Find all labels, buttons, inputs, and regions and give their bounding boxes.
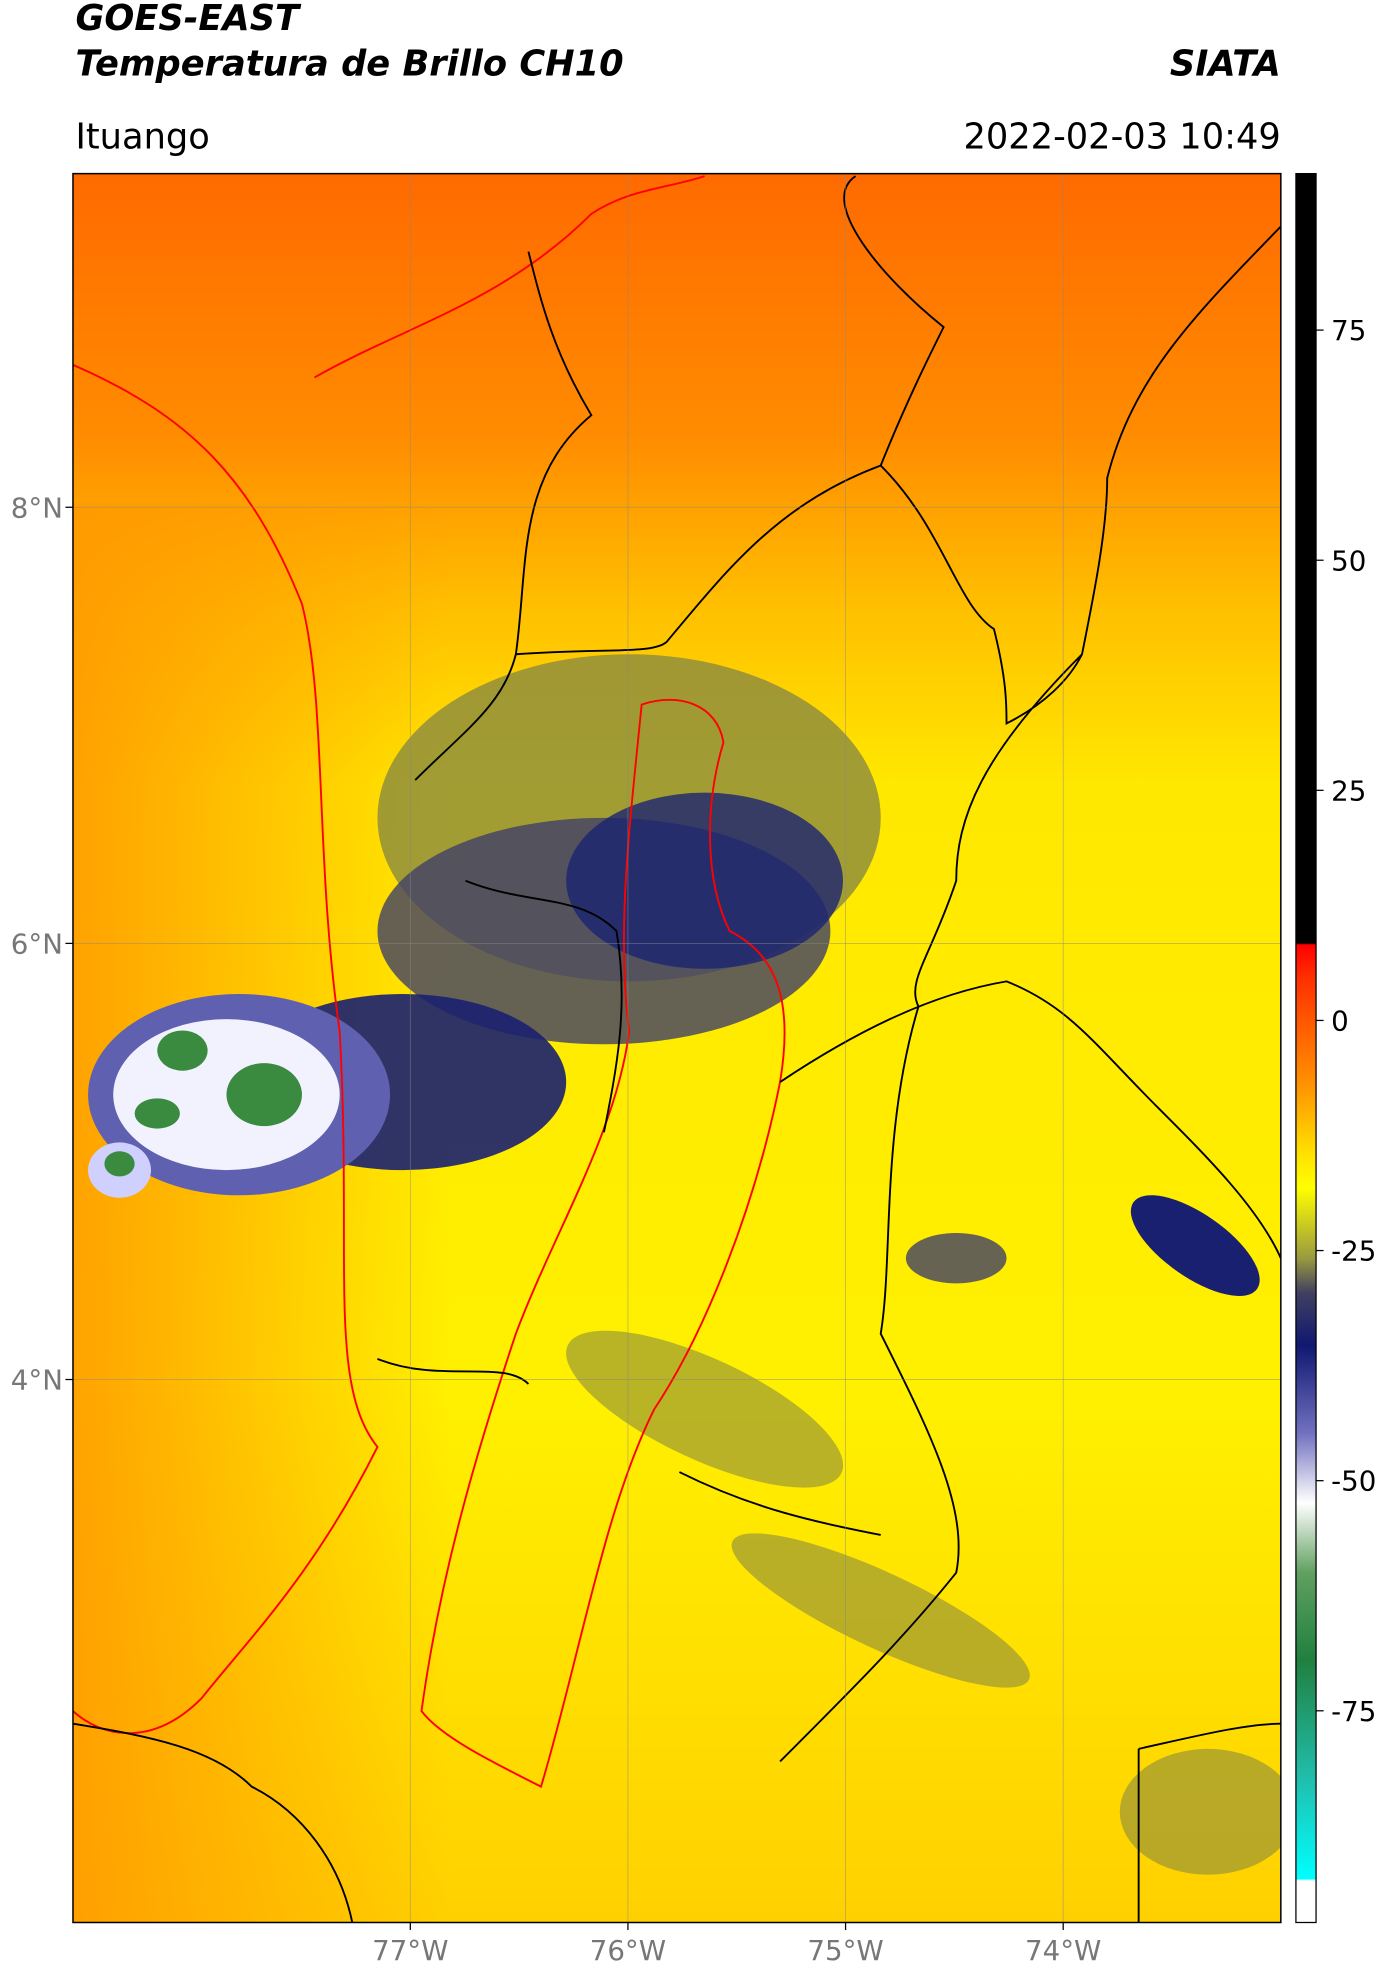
title: Temperatura de Brillo CH10 bbox=[75, 43, 623, 84]
colorbar-tick-label: 0 bbox=[1331, 1005, 1349, 1038]
colorbar-tick-label: 75 bbox=[1331, 314, 1366, 347]
x-tick-label: 77°W bbox=[372, 1934, 448, 1967]
title: GOES-EAST bbox=[75, 0, 302, 39]
colorbar-tick-label: -75 bbox=[1331, 1695, 1376, 1728]
colorbar-tick-label: 50 bbox=[1331, 544, 1366, 577]
source: SIATA bbox=[1170, 43, 1281, 84]
colorbar-tick-label: -50 bbox=[1331, 1465, 1376, 1498]
map-frame bbox=[72, 172, 1282, 1924]
y-tick-label: 8°N bbox=[11, 491, 63, 524]
x-tick-label: 75°W bbox=[807, 1934, 883, 1967]
y-tick-label: 4°N bbox=[11, 1364, 63, 1397]
colorbar bbox=[1295, 172, 1317, 1924]
x-tick-label: 74°W bbox=[1025, 1934, 1101, 1967]
datetime: 2022-02-03 10:49 bbox=[963, 116, 1280, 157]
colorbar-tick-label: 25 bbox=[1331, 774, 1366, 807]
location: Ituango bbox=[75, 116, 209, 157]
x-tick-label: 76°W bbox=[590, 1934, 666, 1967]
colorbar-tick-label: -25 bbox=[1331, 1235, 1376, 1268]
satellite-image bbox=[72, 173, 1281, 1923]
grid bbox=[72, 173, 1281, 1923]
y-tick-label: 6°N bbox=[11, 927, 63, 960]
